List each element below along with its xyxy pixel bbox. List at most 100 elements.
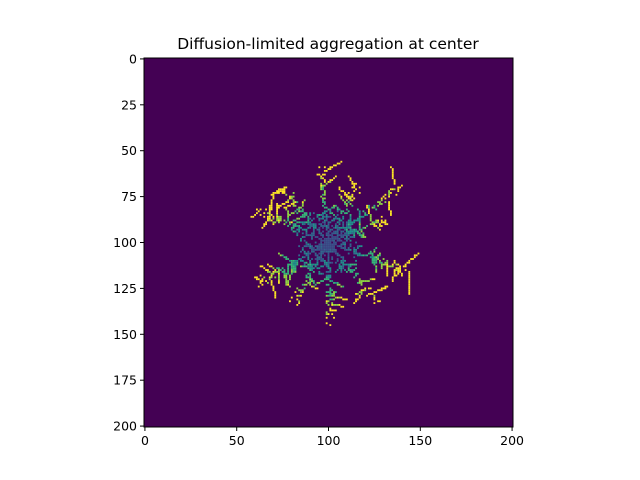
- cluster-cell: [353, 234, 356, 237]
- cluster-cell: [345, 237, 348, 240]
- cluster-cell: [397, 263, 400, 266]
- cluster-cell: [279, 269, 282, 271]
- cluster-cell: [333, 241, 335, 244]
- cluster-cell: [331, 261, 334, 264]
- cluster-cell: [263, 223, 266, 226]
- cluster-cell: [307, 258, 310, 260]
- cluster-cell: [358, 291, 361, 293]
- cluster-cell: [323, 201, 326, 204]
- cluster-cell: [388, 265, 390, 268]
- cluster-cell: [388, 201, 390, 204]
- cluster-cell: [327, 223, 330, 226]
- cluster-cell: [353, 186, 356, 189]
- cluster-cell: [272, 270, 275, 273]
- cluster-cell: [314, 225, 317, 227]
- cluster-cell: [331, 239, 334, 242]
- cluster-cell: [347, 252, 350, 255]
- cluster-cell: [272, 287, 275, 290]
- cluster-cell: [342, 267, 345, 270]
- cluster-cell: [373, 296, 376, 299]
- cluster-cell: [373, 302, 376, 304]
- cluster-cell: [327, 241, 330, 244]
- cluster-cell: [298, 206, 301, 209]
- cluster-cell: [331, 166, 334, 169]
- cluster-cell: [391, 263, 394, 266]
- cluster-cell: [408, 289, 411, 292]
- cluster-cell: [296, 259, 299, 262]
- cluster-cell: [283, 272, 286, 275]
- cluster-cell: [289, 259, 291, 262]
- cluster-cell: [322, 173, 324, 176]
- cluster-cell: [268, 204, 271, 207]
- cluster-cell: [333, 226, 335, 229]
- cluster-cell: [303, 236, 306, 238]
- cluster-cell: [349, 239, 352, 242]
- cluster-cell: [274, 294, 277, 297]
- cluster-cell: [314, 283, 317, 286]
- cluster-cell: [377, 226, 379, 229]
- cluster-cell: [406, 261, 409, 264]
- cluster-cell: [303, 228, 306, 231]
- cluster-cell: [386, 265, 389, 268]
- cluster-cell: [309, 263, 312, 266]
- cluster-cell: [342, 223, 345, 226]
- cluster-cell: [278, 221, 280, 224]
- cluster-cell: [338, 217, 341, 220]
- cluster-cell: [325, 265, 328, 268]
- cluster-cell: [296, 201, 299, 204]
- cluster-cell: [278, 281, 280, 284]
- cluster-cell: [340, 236, 343, 238]
- cluster-cell: [287, 204, 290, 207]
- cluster-cell: [312, 280, 315, 282]
- cluster-cell: [366, 214, 368, 216]
- cluster-cell: [373, 261, 376, 264]
- cluster-cell: [362, 254, 365, 257]
- cluster-cell: [270, 281, 273, 284]
- cluster-cell: [329, 215, 332, 218]
- cluster-cell: [378, 252, 381, 255]
- cluster-cell: [367, 287, 370, 290]
- cluster-cell: [268, 212, 271, 215]
- cluster-cell: [334, 291, 337, 293]
- cluster-cell: [323, 184, 326, 187]
- cluster-cell: [298, 294, 301, 297]
- cluster-cell: [268, 214, 271, 216]
- cluster-cell: [345, 263, 348, 266]
- cluster-cell: [314, 236, 317, 238]
- cluster-cell: [329, 181, 332, 183]
- cluster-cell: [349, 263, 352, 266]
- cluster-cell: [301, 256, 304, 259]
- cluster-cell: [298, 289, 301, 292]
- cluster-cell: [276, 192, 279, 194]
- cluster-cell: [373, 258, 376, 260]
- cluster-cell: [347, 269, 350, 271]
- cluster-cell: [322, 226, 324, 229]
- cluster-cell: [347, 192, 350, 194]
- cluster-cell: [397, 267, 400, 270]
- cluster-cell: [367, 206, 370, 209]
- cluster-cell: [255, 208, 258, 211]
- cluster-cell: [331, 309, 334, 312]
- cluster-cell: [278, 204, 280, 207]
- cluster-cell: [316, 245, 319, 248]
- cluster-cell: [329, 291, 332, 293]
- cluster-cell: [333, 206, 335, 209]
- cluster-cell: [342, 263, 345, 266]
- cluster-cell: [342, 247, 345, 249]
- cluster-cell: [347, 195, 350, 198]
- cluster-cell: [345, 199, 348, 202]
- cluster-cell: [366, 204, 368, 207]
- cluster-cell: [301, 208, 304, 211]
- cluster-cell: [294, 219, 297, 222]
- cluster-cell: [364, 226, 367, 229]
- cluster-cell: [360, 281, 363, 284]
- cluster-cell: [340, 256, 343, 259]
- cluster-cell: [329, 267, 332, 270]
- cluster-cell: [283, 274, 286, 277]
- cluster-cell: [380, 225, 383, 227]
- cluster-cell: [292, 230, 295, 233]
- cluster-cell: [333, 204, 335, 207]
- cluster-cell: [309, 214, 312, 216]
- cluster-cell: [325, 302, 328, 304]
- cluster-cell: [294, 225, 297, 227]
